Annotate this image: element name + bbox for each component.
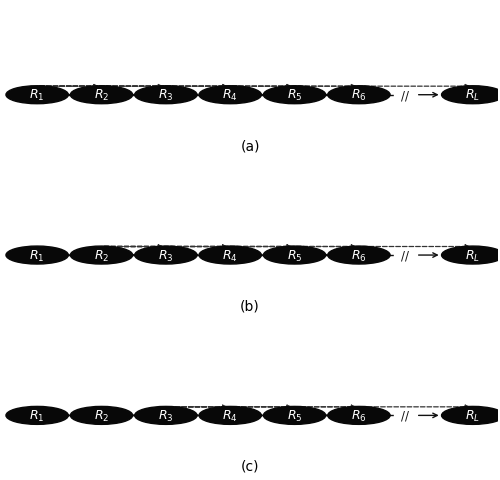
- Text: $R_{2}$: $R_{2}$: [94, 408, 109, 423]
- Text: $R_{1}$: $R_{1}$: [30, 88, 45, 103]
- Ellipse shape: [70, 247, 132, 264]
- Text: $R_{L}$: $R_{L}$: [465, 88, 480, 103]
- Ellipse shape: [6, 247, 68, 264]
- Ellipse shape: [199, 247, 262, 264]
- Text: $R_{4}$: $R_{4}$: [222, 408, 238, 423]
- Text: $R_{5}$: $R_{5}$: [287, 88, 302, 103]
- Text: $R_{3}$: $R_{3}$: [158, 88, 174, 103]
- Ellipse shape: [328, 247, 390, 264]
- Text: $R_{1}$: $R_{1}$: [30, 408, 45, 423]
- Ellipse shape: [70, 407, 132, 424]
- Text: $R_{6}$: $R_{6}$: [351, 88, 366, 103]
- Ellipse shape: [328, 86, 390, 105]
- Text: $R_{3}$: $R_{3}$: [158, 248, 174, 263]
- Ellipse shape: [199, 86, 262, 105]
- Text: $R_{L}$: $R_{L}$: [465, 408, 480, 423]
- Ellipse shape: [264, 247, 326, 264]
- Ellipse shape: [199, 407, 262, 424]
- Text: $R_{5}$: $R_{5}$: [287, 248, 302, 263]
- Text: $R_{6}$: $R_{6}$: [351, 248, 366, 263]
- Text: $R_{1}$: $R_{1}$: [30, 248, 45, 263]
- Text: (c): (c): [241, 459, 259, 473]
- Ellipse shape: [134, 407, 197, 424]
- Ellipse shape: [134, 247, 197, 264]
- Text: $R_{6}$: $R_{6}$: [351, 408, 366, 423]
- Text: $R_{2}$: $R_{2}$: [94, 88, 109, 103]
- Ellipse shape: [6, 86, 68, 105]
- Text: $R_{4}$: $R_{4}$: [222, 88, 238, 103]
- Ellipse shape: [134, 86, 197, 105]
- Text: $R_{5}$: $R_{5}$: [287, 408, 302, 423]
- Ellipse shape: [264, 86, 326, 105]
- Ellipse shape: [70, 86, 132, 105]
- Ellipse shape: [6, 407, 68, 424]
- Ellipse shape: [442, 407, 500, 424]
- Text: //: //: [400, 409, 408, 422]
- Text: $R_{2}$: $R_{2}$: [94, 248, 109, 263]
- Ellipse shape: [264, 407, 326, 424]
- Text: $R_{L}$: $R_{L}$: [465, 248, 480, 263]
- Text: //: //: [400, 249, 408, 262]
- Ellipse shape: [442, 86, 500, 105]
- Text: //: //: [400, 89, 408, 102]
- Text: (a): (a): [240, 139, 260, 153]
- Ellipse shape: [328, 407, 390, 424]
- Ellipse shape: [442, 247, 500, 264]
- Text: $R_{3}$: $R_{3}$: [158, 408, 174, 423]
- Text: (b): (b): [240, 299, 260, 313]
- Text: $R_{4}$: $R_{4}$: [222, 248, 238, 263]
